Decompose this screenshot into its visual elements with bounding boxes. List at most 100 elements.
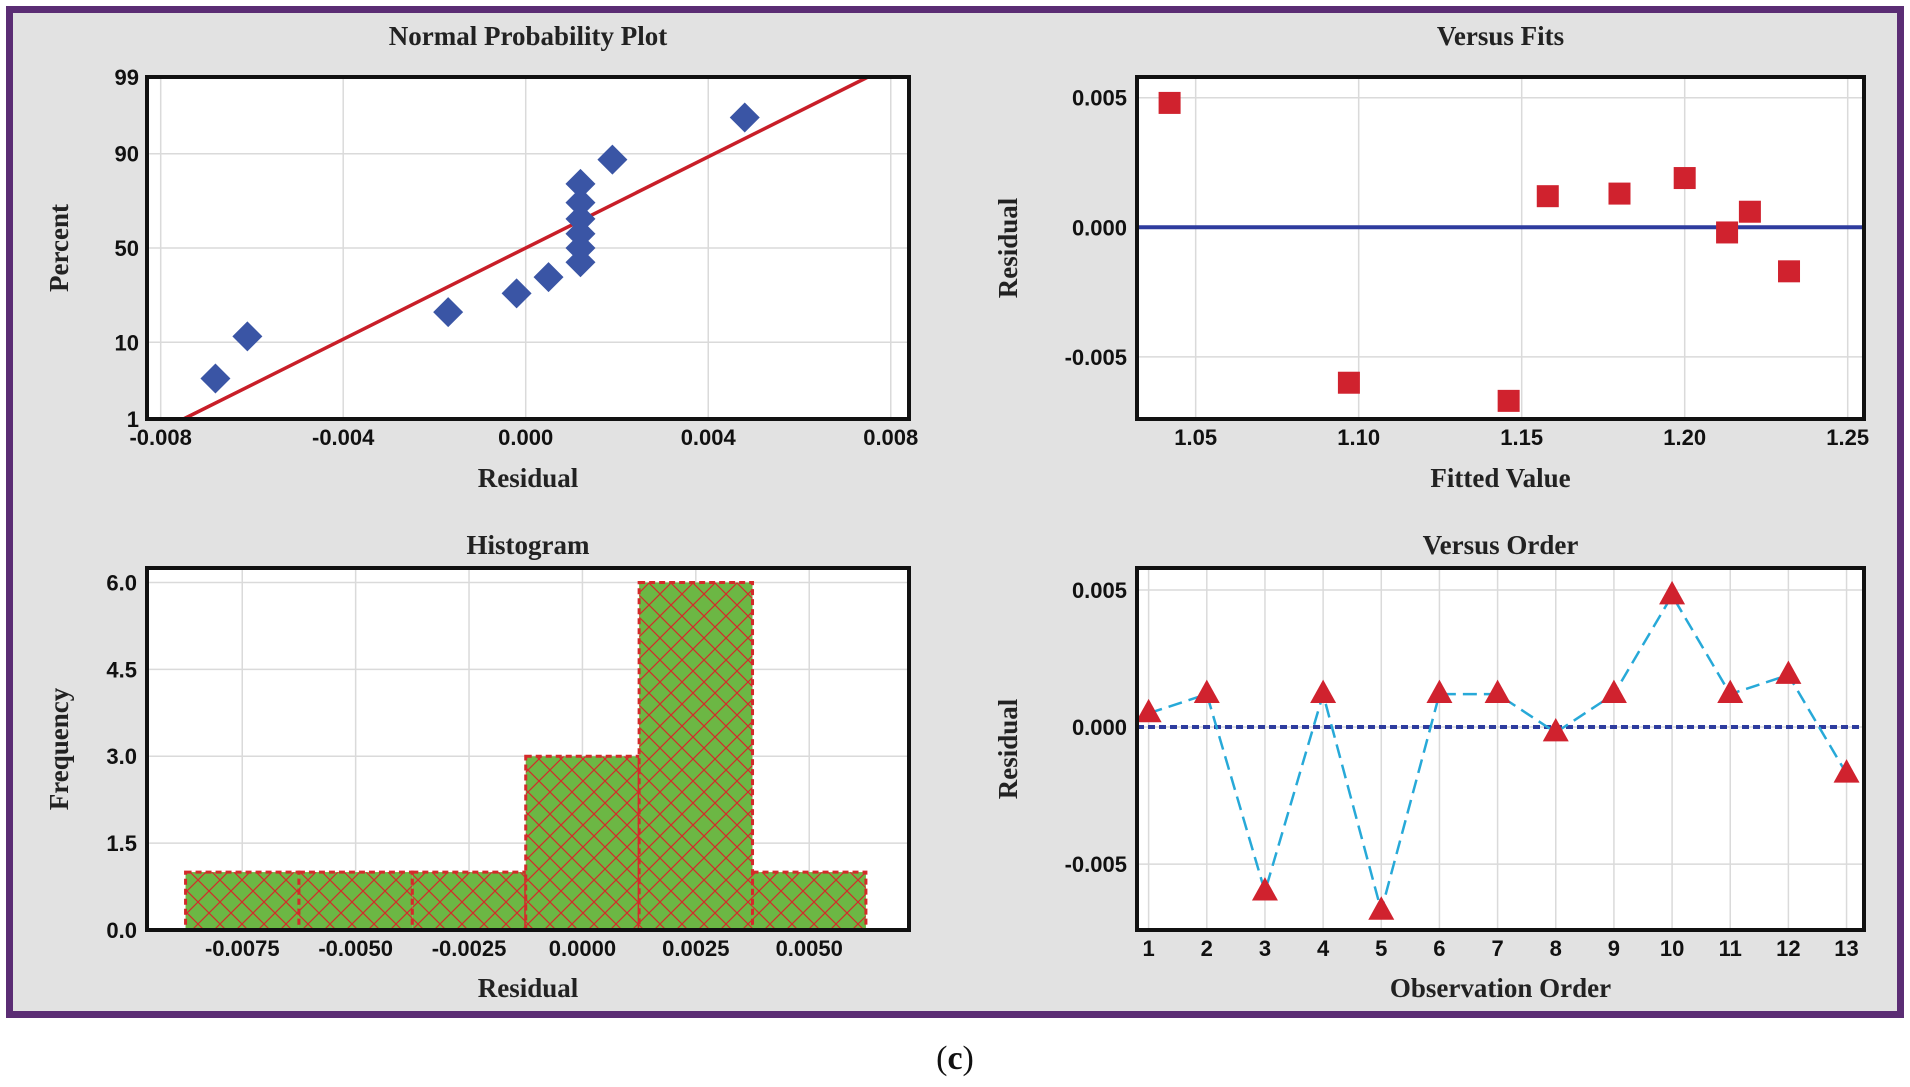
data-point [200, 363, 231, 394]
x-tick-label: 5 [1375, 936, 1387, 961]
y-axis-label-npp: Percent [44, 204, 74, 292]
x-tick-label: 0.0025 [662, 936, 729, 961]
histogram-plot: Histogram Residual Frequency -0.0075 -0.0050… [44, 530, 911, 1003]
plot-border-npp [145, 75, 911, 421]
data-point [1426, 679, 1453, 704]
x-tick-label: 13 [1834, 936, 1858, 961]
x-axis-label-fits: Fitted Value [1430, 463, 1570, 493]
y-tick-label: 0.0 [106, 918, 137, 943]
y-tick-label: 0.000 [1072, 215, 1127, 240]
data-point [1337, 371, 1360, 394]
x-tick-label: -0.008 [129, 425, 191, 450]
x-tick-label: 1.05 [1174, 425, 1217, 450]
x-tick-label: 12 [1776, 936, 1800, 961]
data-point [1716, 221, 1739, 244]
y-tick-label: 3.0 [106, 744, 137, 769]
x-tick-label: 0.008 [863, 425, 918, 450]
y-tick-label: 6.0 [106, 570, 137, 595]
y-tick-label: 0.000 [1072, 715, 1127, 740]
data-point [1600, 679, 1627, 704]
figure-caption: (c) [936, 1040, 974, 1077]
data-point [729, 102, 760, 133]
data-point [1673, 167, 1696, 190]
data-point [501, 278, 532, 309]
data-point [1833, 759, 1860, 783]
data-point [533, 262, 564, 293]
x-tick-label: 0.000 [498, 425, 553, 450]
x-tick-label: 0.0050 [776, 936, 843, 961]
data-point [1542, 718, 1569, 742]
fit-line [182, 75, 869, 421]
data-point [1497, 389, 1520, 412]
x-tick-label: 2 [1201, 936, 1213, 961]
y-tick-label: 4.5 [106, 657, 137, 682]
y-tick-label: 1 [127, 407, 139, 432]
chart-title-hist: Histogram [467, 530, 590, 560]
data-point [1310, 679, 1337, 704]
chart-title-npp: Normal Probability Plot [389, 21, 667, 51]
x-tick-label: 7 [1491, 936, 1503, 961]
data-point [597, 144, 628, 175]
histogram-bar [184, 870, 301, 932]
x-axis-label-hist: Residual [478, 973, 579, 1003]
data-point [565, 168, 596, 199]
x-tick-label: -0.004 [312, 425, 375, 450]
y-tick-label: 1.5 [106, 831, 137, 856]
x-tick-label: 11 [1719, 936, 1742, 961]
x-tick-label: 8 [1550, 936, 1562, 961]
data-point [1738, 200, 1761, 223]
chart-title-order: Versus Order [1423, 530, 1579, 560]
histogram-bar [297, 870, 414, 932]
data-point [1251, 877, 1278, 901]
x-tick-label: 6 [1433, 936, 1445, 961]
x-tick-label: 0.004 [681, 425, 737, 450]
histogram-bar [524, 754, 641, 932]
data-point [565, 187, 596, 218]
data-point [1158, 91, 1181, 114]
y-axis-label-fits: Residual [993, 197, 1023, 298]
plot-area-fits [1137, 77, 1864, 419]
x-tick-label: 3 [1259, 936, 1271, 961]
x-tick-label: 4 [1317, 936, 1330, 961]
data-point [232, 321, 263, 352]
histogram-bar [637, 580, 755, 932]
data-point [1775, 660, 1802, 684]
data-point [433, 297, 464, 328]
y-tick-label: 10 [115, 330, 139, 355]
y-axis-label-hist: Frequency [44, 687, 74, 810]
data-point [1135, 698, 1162, 723]
data-point [1484, 679, 1511, 704]
x-tick-label: 9 [1608, 936, 1620, 961]
plot-border-order [1135, 566, 1866, 932]
data-point [1536, 185, 1559, 208]
y-tick-label: -0.005 [1065, 852, 1127, 877]
y-tick-label: 50 [115, 236, 139, 261]
y-tick-label: 0.005 [1072, 86, 1127, 111]
data-point [1778, 260, 1801, 283]
data-point [1717, 679, 1744, 704]
y-axis-label-order: Residual [993, 698, 1023, 799]
x-tick-label: 10 [1660, 936, 1684, 961]
x-axis-label-order: Observation Order [1390, 973, 1611, 1003]
x-tick-label: 1.25 [1826, 425, 1869, 450]
x-tick-label: 1.20 [1663, 425, 1706, 450]
x-axis-label-npp: Residual [478, 463, 579, 493]
versus-fits-plot: Versus Fits Fitted Value Residual 1.05 1.10 1… [993, 21, 1869, 493]
normal-probability-plot: Normal Probability Plot Residual Percent -0… [44, 21, 918, 493]
y-tick-label: -0.005 [1065, 345, 1127, 370]
data-point [1193, 679, 1220, 704]
x-tick-label: 1.15 [1500, 425, 1543, 450]
x-tick-label: 0.0000 [549, 936, 616, 961]
x-tick-label: 1 [1143, 936, 1155, 961]
x-tick-label: -0.0025 [432, 936, 507, 961]
histogram-bar [410, 870, 528, 932]
data-point [1368, 896, 1395, 920]
chart-title-fits: Versus Fits [1437, 21, 1564, 51]
x-tick-label: 1.10 [1337, 425, 1380, 450]
y-tick-label: 90 [115, 142, 139, 167]
data-point [565, 203, 596, 234]
plot-border-hist [145, 566, 911, 932]
x-tick-label: -0.0075 [205, 936, 280, 961]
histogram-bar [751, 870, 868, 932]
